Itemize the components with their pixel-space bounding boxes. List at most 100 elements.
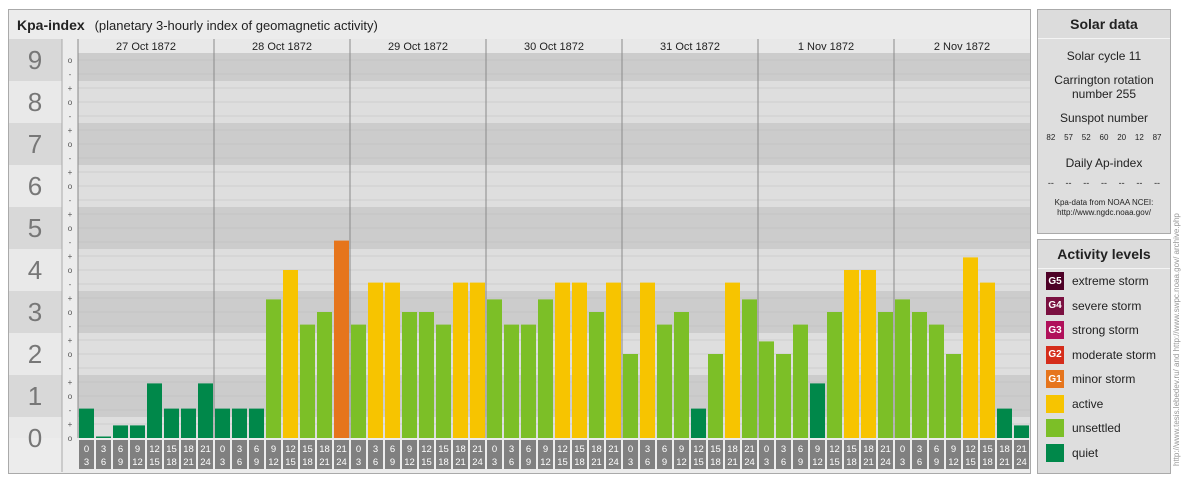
activity-level-item: quiet <box>1038 441 1170 466</box>
level-swatch <box>1046 419 1064 438</box>
interval-start-label: 6 <box>254 444 259 455</box>
interval-end-label: 6 <box>101 457 106 468</box>
interval-end-label: 9 <box>934 457 939 468</box>
kp-bar <box>895 299 910 438</box>
kp-bar <box>555 282 570 438</box>
kp-bar <box>725 282 740 438</box>
interval-end-label: 3 <box>628 457 633 468</box>
activity-level-item: G2 moderate storm <box>1038 343 1170 368</box>
interval-box <box>147 440 162 469</box>
interval-end-label: 21 <box>727 457 738 468</box>
kp-bar <box>606 282 621 438</box>
interval-end-label: 18 <box>846 457 857 468</box>
interval-start-label: 18 <box>591 444 602 455</box>
day-label: 2 Nov 1872 <box>934 41 990 53</box>
y-subtick-label: + <box>68 378 73 387</box>
kp-bar <box>266 299 281 438</box>
level-label: minor storm <box>1072 372 1136 387</box>
y-tick-label: 9 <box>28 45 42 75</box>
interval-end-label: 24 <box>200 457 211 468</box>
interval-end-label: 18 <box>982 457 993 468</box>
interval-start-label: 9 <box>543 444 548 455</box>
y-subtick-label: o <box>68 392 73 401</box>
interval-start-label: 3 <box>917 444 922 455</box>
interval-box <box>453 440 468 469</box>
kp-bar <box>521 324 536 438</box>
kp-bar <box>963 257 978 438</box>
interval-start-label: 3 <box>101 444 106 455</box>
interval-start-label: 21 <box>744 444 755 455</box>
interval-box <box>878 440 893 469</box>
interval-box <box>708 440 723 469</box>
day-label: 31 Oct 1872 <box>660 41 720 53</box>
interval-start-label: 6 <box>662 444 667 455</box>
kp-bar <box>640 282 655 438</box>
interval-end-label: 15 <box>965 457 976 468</box>
kp-bar <box>844 270 859 438</box>
interval-start-label: 12 <box>285 444 296 455</box>
interval-box <box>113 440 128 469</box>
interval-box <box>674 440 689 469</box>
interval-box <box>504 440 519 469</box>
y-label-band <box>9 207 62 249</box>
chart-subtitle: (planetary 3-hourly index of geomagnetic… <box>94 18 378 33</box>
credit-text: http://www.tesis.lebedev.ru/ and http://… <box>1172 213 1181 466</box>
interval-end-label: 9 <box>526 457 531 468</box>
kp-bar <box>317 312 332 438</box>
interval-end-label: 15 <box>829 457 840 468</box>
interval-start-label: 18 <box>863 444 874 455</box>
interval-start-label: 18 <box>999 444 1010 455</box>
interval-start-label: 3 <box>373 444 378 455</box>
interval-start-label: 12 <box>557 444 568 455</box>
interval-end-label: 24 <box>336 457 347 468</box>
interval-end-label: 15 <box>421 457 432 468</box>
kp-bar <box>334 240 349 438</box>
interval-start-label: 15 <box>302 444 313 455</box>
interval-box <box>334 440 349 469</box>
kp-bar <box>487 299 502 438</box>
data-source-note: Kpa-data from NOAA NCEI: http://www.ngdc… <box>1038 198 1170 218</box>
interval-box <box>181 440 196 469</box>
ap-value: -- <box>1065 178 1072 188</box>
y-label-band <box>9 291 62 333</box>
sunspot-value: 52 <box>1081 133 1091 142</box>
y-subtick-label: + <box>68 336 73 345</box>
kp-bar <box>402 312 417 438</box>
y-subtick-label: o <box>68 224 73 233</box>
interval-start-label: 21 <box>608 444 619 455</box>
interval-start-label: 3 <box>781 444 786 455</box>
data-source-url: http://www.ngdc.noaa.gov/ <box>1057 208 1151 217</box>
interval-end-label: 6 <box>781 457 786 468</box>
kp-bar <box>113 425 128 438</box>
interval-start-label: 9 <box>135 444 140 455</box>
y-subtick-label: + <box>68 126 73 135</box>
ap-index-title: Daily Ap-index <box>1065 156 1143 170</box>
interval-start-label: 15 <box>982 444 993 455</box>
interval-end-label: 9 <box>254 457 259 468</box>
interval-box <box>555 440 570 469</box>
interval-end-label: 12 <box>132 457 143 468</box>
level-label: quiet <box>1072 445 1099 460</box>
activity-level-item: G1 minor storm <box>1038 367 1170 392</box>
interval-end-label: 6 <box>917 457 922 468</box>
y-subtick-label: - <box>69 406 72 415</box>
interval-start-label: 12 <box>421 444 432 455</box>
ap-index-values: -- -- -- -- -- -- -- <box>1042 178 1166 188</box>
kp-band <box>78 417 1030 438</box>
interval-box <box>215 440 230 469</box>
y-subtick-label: o <box>68 182 73 191</box>
interval-end-label: 21 <box>319 457 330 468</box>
interval-end-label: 15 <box>149 457 160 468</box>
kp-bar <box>249 408 264 438</box>
interval-end-label: 15 <box>557 457 568 468</box>
ap-value: -- <box>1136 178 1143 188</box>
activity-level-item: unsettled <box>1038 416 1170 441</box>
data-source-line: Kpa-data from NOAA NCEI: <box>1054 198 1154 207</box>
interval-end-label: 9 <box>662 457 667 468</box>
interval-end-label: 12 <box>404 457 415 468</box>
y-subtick-label: o <box>68 266 73 275</box>
y-tick-label: 0 <box>28 423 42 453</box>
interval-end-label: 9 <box>798 457 803 468</box>
interval-start-label: 6 <box>798 444 803 455</box>
